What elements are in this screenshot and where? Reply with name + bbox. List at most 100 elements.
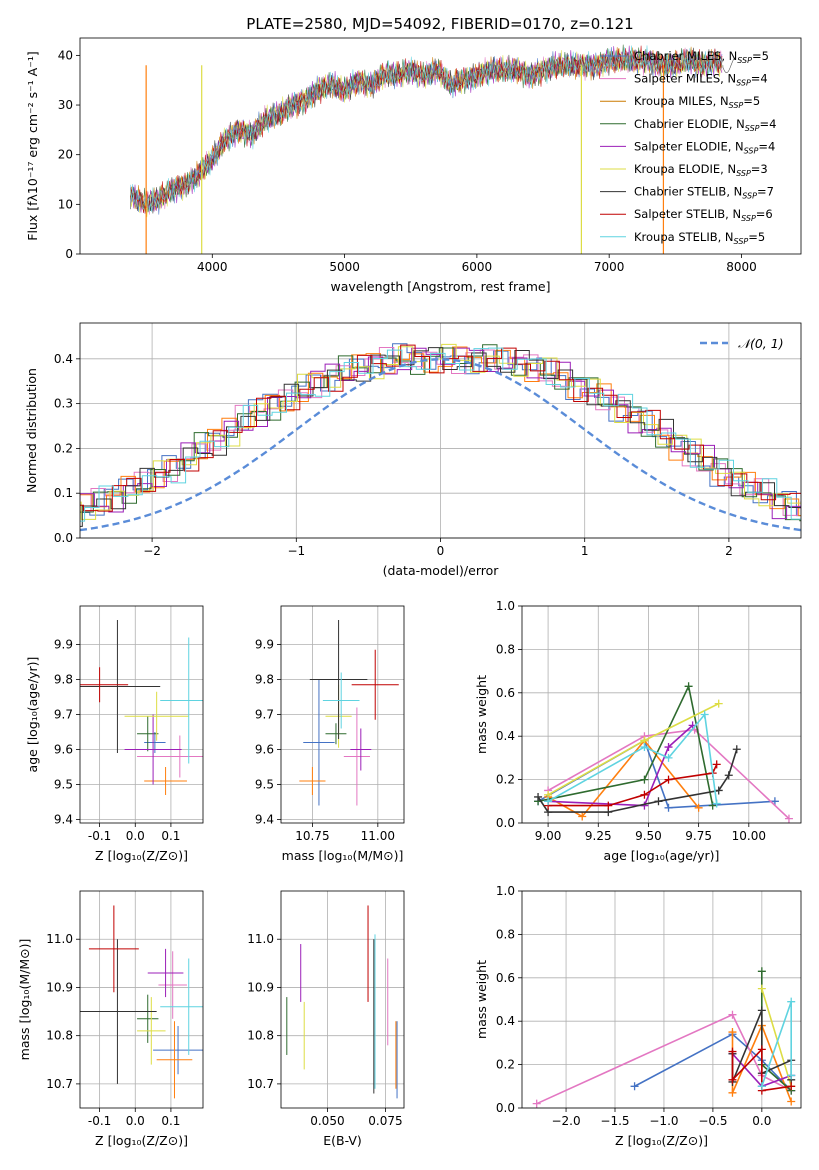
mass-weight-series [548, 764, 718, 807]
y-axis-label: mass weight [474, 960, 489, 1039]
y-tick-label: 40 [58, 48, 73, 62]
legend-entry: Kroupa ELODIE, NSSP=3 [634, 162, 768, 178]
axes-frame [79, 37, 802, 255]
mass-weight-point [757, 984, 766, 993]
legend-entry: Kroupa MILES, NSSP=5 [634, 94, 760, 110]
plot-area [532, 967, 796, 1108]
y-tick-label: 20 [58, 148, 73, 162]
mass-weight-point [728, 1088, 737, 1097]
x-tick-label: 0 [437, 544, 445, 558]
mass-weight-point [664, 803, 673, 812]
mass-weight-point [784, 814, 793, 823]
x-tick-label: 9.75 [685, 829, 712, 843]
y-tick-label: 11.0 [46, 932, 73, 946]
panel-0: 4000 5000 6000 7000 8000 0 10 20 30 40 wavelength … [25, 37, 802, 294]
mass-weight-point [664, 775, 673, 784]
x-axis-label: Z [log₁₀(Z/Z⊙)] [615, 1133, 708, 1148]
y-tick-label: 9.8 [54, 673, 73, 687]
y-tick-label: 0 [65, 247, 73, 261]
mass-weight-series [547, 728, 790, 820]
y-tick-label: 9.7 [255, 708, 274, 722]
panel-1: −2 −1 0 1 2 0.0 0.1 0.2 0.3 0.4 (data-model)/error… [24, 322, 802, 578]
mass-weight-point [757, 967, 766, 976]
y-tick-label: 10.9 [247, 980, 274, 994]
y-tick-label: 0.8 [496, 927, 515, 941]
x-tick-label: 0.050 [310, 1114, 344, 1128]
histogram-series [80, 343, 801, 517]
axes-frame [280, 890, 405, 1109]
y-tick-label: 10.7 [46, 1077, 73, 1091]
x-axis-label: Z [log₁₀(Z/Z⊙)] [95, 1133, 188, 1148]
mass-weight-point [787, 997, 796, 1006]
legend: Chabrier MILES, NSSP=5 Salpeter MILES, NS… [600, 49, 776, 246]
plot-area [534, 682, 793, 823]
x-tick-label: 0.0 [126, 1114, 145, 1128]
mass-weight-point [714, 786, 723, 795]
y-tick-label: 0.4 [496, 729, 515, 743]
y-tick-label: 30 [58, 98, 73, 112]
x-tick-label: 1 [581, 544, 589, 558]
axes-frame [521, 605, 802, 824]
x-axis-label: (data-model)/error [383, 563, 500, 578]
mass-weight-point [532, 1099, 541, 1108]
y-tick-label: 9.4 [255, 813, 274, 827]
mass-weight-point [712, 760, 721, 769]
spectrum-tail [722, 57, 736, 74]
x-tick-label: 9.50 [635, 829, 662, 843]
mass-weight-point [757, 1006, 766, 1015]
x-tick-label: −1 [287, 544, 305, 558]
y-axis-label: mass weight [474, 675, 489, 754]
legend-entry: Chabrier STELIB, NSSP=7 [634, 185, 774, 201]
mass-weight-point [712, 799, 721, 808]
x-tick-label: 0.0 [752, 1114, 771, 1128]
y-tick-label: 0.6 [496, 971, 515, 985]
legend-entry: Salpeter STELIB, NSSP=6 [634, 207, 773, 223]
x-tick-label: 0.075 [368, 1114, 402, 1128]
chart-title: PLATE=2580, MJD=54092, FIBERID=0170, z=0… [246, 15, 633, 33]
axes-frame [79, 322, 802, 539]
histogram-series [80, 344, 801, 512]
mass-weight-point [684, 682, 693, 691]
mass-weight-point [578, 812, 587, 821]
mass-weight-point [664, 743, 673, 752]
y-tick-label: 10.8 [247, 1029, 274, 1043]
histogram-series [80, 347, 801, 520]
mass-weight-series [548, 724, 694, 807]
y-tick-label: 9.8 [255, 673, 274, 687]
mass-weight-point [694, 803, 703, 812]
mass-weight-point [640, 743, 649, 752]
mass-weight-series [537, 683, 714, 806]
legend-entry: Salpeter ELODIE, NSSP=4 [634, 139, 775, 155]
plot-area [80, 905, 203, 1099]
y-tick-label: 0.6 [496, 686, 515, 700]
x-tick-label: 0.0 [126, 829, 145, 843]
x-tick-label: 11.00 [361, 829, 395, 843]
y-tick-label: 9.9 [255, 638, 274, 652]
panel-2: -0.1 0.0 0.1 9.4 9.5 9.6 9.7 9.8 9.9 Z [log₁₀(Z/Z… [25, 605, 204, 863]
spectrum-line [130, 45, 723, 212]
mass-weight-point [714, 699, 723, 708]
legend-entry: Chabrier MILES, NSSP=5 [634, 49, 769, 65]
mass-weight-point [770, 797, 779, 806]
mass-weight-point [787, 1071, 796, 1080]
mass-weight-point [732, 745, 741, 754]
histogram-series [80, 347, 801, 522]
mass-weight-point [787, 1097, 796, 1106]
mass-weight-series [547, 739, 700, 818]
plot-area [286, 905, 398, 1099]
mass-weight-point [708, 801, 717, 810]
axes-frame [79, 605, 204, 824]
x-axis-label: Z [log₁₀(Z/Z⊙)] [95, 848, 188, 863]
x-axis-label: E(B-V) [323, 1133, 362, 1148]
axes-frame [79, 890, 204, 1109]
x-tick-label: 6000 [462, 260, 493, 274]
normal-curve [80, 358, 801, 532]
mass-weight-point [534, 792, 543, 801]
x-axis-label: mass [log₁₀(M/M⊙)] [282, 848, 404, 863]
mass-weight-point [654, 797, 663, 806]
x-tick-label: −2 [143, 544, 161, 558]
spectrum-line [130, 48, 723, 218]
y-tick-label: 9.5 [255, 778, 274, 792]
y-tick-label: 10.9 [46, 980, 73, 994]
legend-entry: Salpeter MILES, NSSP=4 [634, 72, 768, 88]
